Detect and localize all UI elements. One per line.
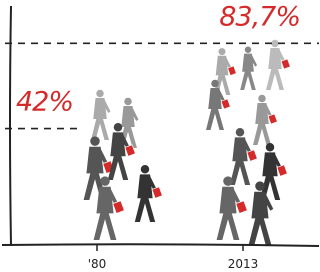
head: [236, 128, 245, 137]
head: [271, 40, 279, 48]
head: [266, 143, 275, 152]
walker: [266, 40, 290, 90]
bag: [113, 201, 125, 214]
head: [96, 90, 104, 98]
y-axis: [10, 6, 11, 246]
walker: [135, 165, 163, 222]
head: [114, 123, 123, 132]
head: [255, 181, 265, 191]
figures: [84, 40, 291, 245]
walker: [249, 181, 274, 245]
head: [223, 176, 233, 186]
head: [100, 176, 110, 186]
x-tick-label: '80: [88, 257, 107, 271]
head: [211, 80, 219, 88]
walker: [253, 95, 277, 145]
value-label: 42%: [16, 87, 73, 118]
walker: [217, 176, 248, 240]
x-axis: [2, 244, 319, 246]
head: [90, 136, 100, 146]
bag: [268, 114, 277, 124]
walker: [240, 46, 257, 90]
bag: [281, 59, 290, 69]
walker: [91, 90, 111, 140]
walker: [214, 48, 237, 95]
x-tick-label: 2013: [228, 257, 259, 271]
head: [141, 165, 150, 174]
head: [124, 98, 132, 106]
bag: [277, 165, 287, 176]
head: [258, 95, 266, 103]
chart: 42% 83,7% '80 2013: [0, 0, 319, 272]
bag: [228, 66, 237, 75]
walker: [230, 128, 258, 185]
walker: [260, 143, 288, 200]
head: [245, 46, 252, 53]
bag: [152, 187, 162, 198]
bag: [221, 99, 230, 109]
value-label: 83,7%: [219, 1, 300, 32]
head: [219, 48, 226, 55]
bag: [236, 201, 248, 214]
bag: [247, 150, 257, 161]
